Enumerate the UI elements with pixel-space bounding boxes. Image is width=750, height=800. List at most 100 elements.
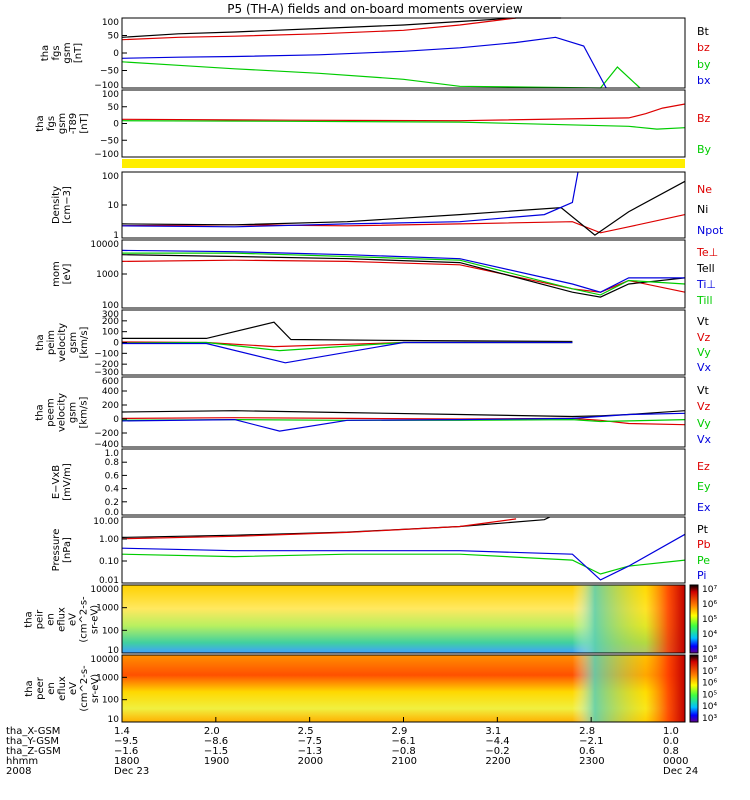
peim-y-label: tha peim velocity gsm [km/s] (34, 322, 90, 363)
peim-series-Vx (122, 341, 573, 364)
fgs-y-tick: 0 (113, 49, 119, 59)
fgs-t89-y-tick: 50 (108, 103, 120, 113)
peir-y-tick: 10000 (90, 585, 119, 595)
efield-y-tick: 0.2 (105, 498, 119, 508)
mom-series-Ti⊥ (121, 249, 685, 293)
fgs-t89-series-Bz (121, 103, 686, 122)
mom-series-Te⊥ (121, 259, 686, 293)
x-tick-label: 0000 (663, 756, 689, 767)
peem-series-Vt (121, 410, 686, 418)
legend-Bt: Bt (697, 24, 709, 38)
pressure-frame (121, 516, 686, 584)
density-series-Npot (121, 171, 579, 228)
peer-y-tick: 1000 (96, 673, 119, 683)
legend-Vt: Vt (697, 383, 709, 397)
peim-y-tick: 200 (102, 317, 119, 327)
peem-y-tick: 200 (102, 401, 119, 411)
no-data-bar (122, 159, 685, 168)
x-tick-label: 2000 (297, 756, 324, 767)
legend-Te⊥: Te⊥ (697, 246, 719, 259)
peer-heatmap-overlay (122, 655, 685, 722)
legend-Ne: Ne (697, 182, 712, 196)
legend-Pe: Pe (697, 553, 711, 567)
x-axis-label: tha_Z-GSM (6, 746, 61, 757)
legend-Vx: Vx (697, 361, 712, 374)
x-axis-label: tha_Y-GSM (6, 736, 60, 747)
density-series-Ne (121, 214, 686, 234)
legend-Vz: Vz (697, 330, 711, 344)
mom-series-Tell (121, 254, 686, 298)
peer-cbar-tick: 10⁸ (702, 655, 717, 665)
x-tick-label: −2.1 (579, 736, 604, 747)
x-tick-label: −0.8 (391, 746, 416, 757)
peer-colorbar (689, 654, 699, 723)
fgs-series-bz (121, 17, 517, 41)
legend-Ti⊥: Ti⊥ (697, 278, 717, 291)
mom-y-tick: 100 (102, 301, 119, 311)
peir-cbar-tick: 10⁵ (702, 615, 717, 625)
legend-Pb: Pb (697, 538, 711, 551)
legend-Vy: Vy (697, 416, 711, 430)
peir-y-tick: 1000 (96, 604, 119, 614)
density-series-Ni (121, 180, 686, 236)
peem-y-label: tha peem velocity gsm [km/s] (34, 392, 90, 432)
x-tick-label: 2.8 (579, 726, 596, 737)
x-tick-label: 2200 (485, 756, 511, 767)
peer-y-tick: 10000 (90, 655, 119, 665)
peer-cbar-tick: 10³ (702, 714, 717, 724)
peem-frame (121, 376, 686, 448)
fgs-y-tick: −50 (100, 67, 119, 77)
efield-y-tick: 1.0 (105, 449, 120, 459)
peir-cbar-tick: 10³ (702, 645, 717, 655)
efield-y-tick: 0.4 (105, 485, 120, 495)
pressure-series-Pi (121, 533, 686, 581)
x-tick-label: −1.6 (114, 746, 139, 757)
legend-Vy: Vy (697, 345, 711, 359)
x-tick-label: 0.6 (579, 746, 596, 757)
peir-y-label: tha peir en eflux eV (cm^2-s- sr-eV) (23, 595, 101, 643)
peem-series-Vx (121, 412, 686, 432)
x-tick-label: −7.5 (297, 736, 322, 747)
x-tick-label: 1.0 (663, 726, 679, 737)
x-tick-label: 0.8 (663, 746, 679, 757)
pressure-series-Pt (121, 516, 551, 538)
legend-Ey: Ey (697, 480, 711, 494)
peir-y-tick: 100 (102, 626, 119, 636)
x-tick-label: −6.1 (391, 736, 416, 747)
peer-y-tick: 100 (102, 696, 119, 706)
pressure-series-Pb (121, 518, 517, 540)
legend-Ni: Ni (697, 203, 709, 217)
x-tick-label: 2.5 (297, 726, 314, 737)
peem-y-tick: −400 (94, 440, 119, 450)
efield-y-tick: 0.6 (105, 471, 120, 481)
legend-Vx: Vx (697, 433, 712, 446)
peir-cbar-tick: 10⁷ (702, 585, 717, 595)
x-tick-label: −0.2 (485, 746, 510, 757)
peim-y-tick: 0 (113, 339, 119, 349)
peem-y-tick: 600 (102, 377, 119, 387)
x-tick-label: 2100 (391, 756, 417, 767)
mom-y-tick: 10000 (90, 240, 119, 250)
peer-y-label: tha peer en eflux eV (cm^2-s- sr-eV) (23, 665, 101, 712)
peim-y-tick: −100 (94, 349, 119, 359)
efield-y-label: E−VxB [mV/m] (51, 463, 73, 501)
x-tick-label: 3.1 (485, 726, 502, 737)
x-tick-label: 0.0 (663, 736, 679, 747)
peim-y-tick: 100 (102, 328, 119, 338)
legend-Npot: Npot (697, 224, 724, 237)
fgs-t89-y-label: tha fgs gsm -T89 [nT] (34, 112, 90, 135)
x-tick-label: Dec 23 (114, 766, 150, 777)
fgs-t89-y-tick: −50 (100, 136, 119, 146)
x-tick-label: 2.0 (203, 726, 220, 737)
peer-y-tick: 10 (108, 715, 120, 725)
x-tick-label: Dec 24 (663, 766, 699, 777)
peir-frame (121, 584, 686, 654)
peim-series-Vt (122, 321, 573, 343)
peem-y-tick: 0 (113, 415, 119, 425)
legend-Pi: Pi (697, 569, 707, 582)
fgs-t89-y-tick: 100 (102, 90, 119, 100)
x-tick-label: −9.5 (114, 736, 139, 747)
x-tick-label: 1800 (114, 756, 140, 767)
density-y-label: Density [cm−3] (51, 185, 73, 225)
